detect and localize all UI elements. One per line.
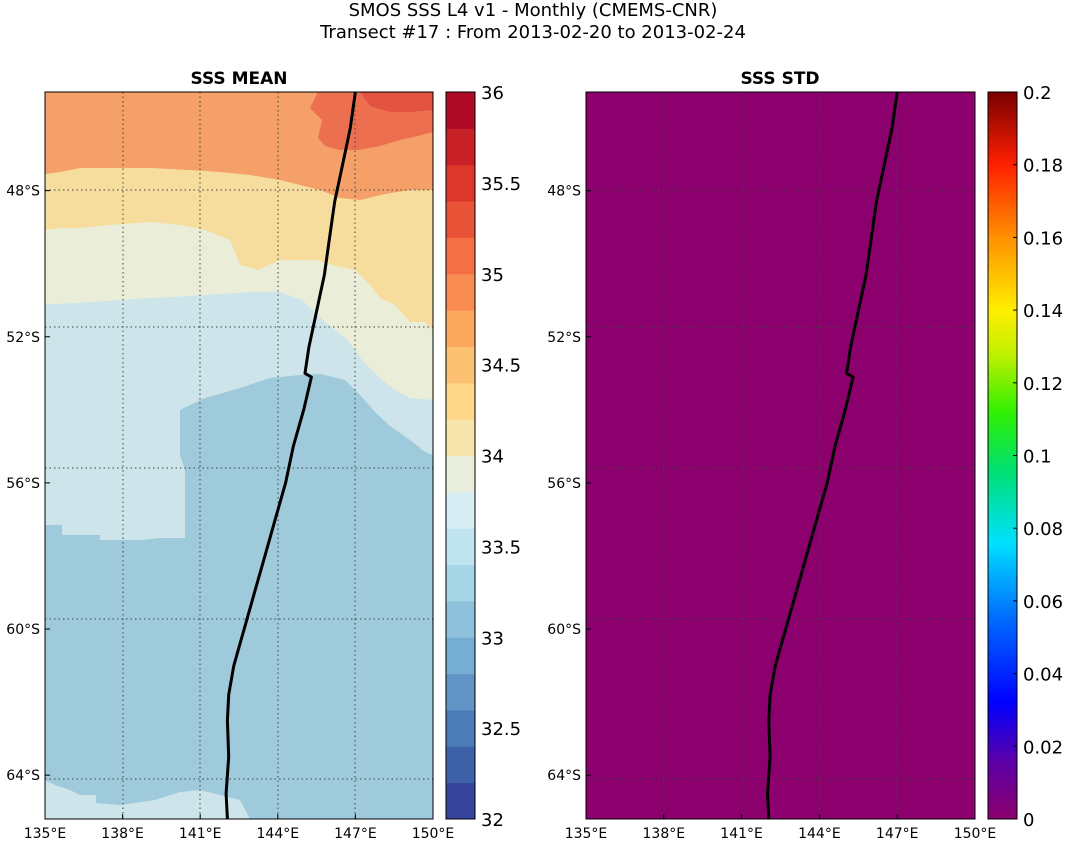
colorbar-step [446, 237, 475, 275]
colorbar-step [446, 673, 475, 711]
colorbar-step [446, 419, 475, 456]
colorbar-tick-label: 32 [481, 810, 504, 831]
region-southern-water [45, 374, 433, 819]
gridlines [45, 92, 433, 819]
colorbar-step [446, 346, 475, 384]
colorbar-tick-label: 34.5 [481, 356, 521, 377]
colorbar-step [446, 491, 475, 529]
y-tick-label: 56°S [547, 476, 581, 492]
y-tick-label: 52°S [6, 330, 40, 346]
gridlines [586, 92, 975, 819]
colorbar-step [446, 382, 475, 420]
sss-mean-frame [44, 91, 434, 820]
x-axis-ticks: 135°E 138°E 141°E 144°E 147°E 150°E [565, 814, 997, 842]
colorbar-step [446, 637, 475, 675]
region-north-east-inner [360, 92, 433, 112]
colorbar-tick-label: 0.16 [1023, 228, 1063, 249]
std-field [586, 92, 975, 819]
colorbar-tick-label: 0.08 [1023, 519, 1063, 540]
x-tick-label: 147°E [876, 826, 919, 842]
x-tick-label: 138°E [101, 826, 144, 842]
sss-mean-colorbar-ticks: 36 35.5 35 34.5 34 33.5 33 32.5 32 [481, 83, 521, 831]
colorbar-step [446, 600, 475, 638]
colorbar-tick-label: 35.5 [481, 174, 521, 195]
colorbar-tick-label: 32.5 [481, 719, 521, 740]
colorbar-step [446, 455, 475, 493]
x-tick-label: 150°E [412, 826, 455, 842]
colorbar-step [446, 201, 475, 238]
colorbar-step [446, 310, 475, 347]
colorbar-tick-label: 0.04 [1023, 665, 1063, 686]
colorbar-step [446, 528, 475, 566]
x-tick-label: 144°E [798, 826, 841, 842]
colorbar-tick-label: 0.2 [1023, 83, 1052, 104]
y-tick-label: 48°S [547, 184, 581, 200]
sss-std-colorbar-ticks: 0.2 0.18 0.16 0.14 0.12 0.1 0.08 0.06 0.04 0.02 0 [1013, 83, 1063, 831]
colorbar-tick-label: 0 [1023, 810, 1034, 831]
x-tick-label: 150°E [954, 826, 997, 842]
y-axis-ticks: 48°S 52°S 56°S 60°S 64°S [547, 184, 591, 784]
y-axis-ticks: 48°S 52°S 56°S 60°S 64°S [6, 184, 50, 784]
x-tick-label: 135°E [24, 826, 67, 842]
x-tick-label: 141°E [179, 826, 222, 842]
colorbar-tick-label: 0.18 [1023, 156, 1063, 177]
colorbar-step [446, 164, 475, 202]
colorbar-tick-label: 0.06 [1023, 592, 1063, 613]
y-tick-label: 48°S [6, 184, 40, 200]
colorbar-step [446, 564, 475, 602]
colorbar-tick-label: 35 [481, 265, 504, 286]
y-tick-label: 64°S [547, 768, 581, 784]
sss-mean-field [45, 92, 433, 819]
sss-std-panel: SSS STD 135°E 138°E 141°E 144°E 147°E 150°E 4… [547, 69, 1063, 842]
sss-std-colorbar [988, 92, 1017, 819]
y-tick-label: 56°S [6, 476, 40, 492]
transect-line [224, 92, 357, 819]
sss-std-field [586, 92, 975, 819]
colorbar-tick-label: 0.14 [1023, 301, 1063, 322]
colorbar-step [446, 273, 475, 311]
colorbar-tick-label: 34 [481, 447, 504, 468]
x-axis-ticks: 135°E 138°E 141°E 144°E 147°E 150°E [24, 814, 455, 842]
figure-title-line-2: Transect #17 : From 2013-02-20 to 2013-0… [320, 22, 746, 43]
colorbar-tick-label: 0.1 [1023, 447, 1052, 468]
transect-line [766, 92, 899, 819]
y-tick-label: 52°S [547, 330, 581, 346]
x-tick-label: 144°E [257, 826, 300, 842]
figure-title-line-1: SMOS SSS L4 v1 - Monthly (CMEMS-CNR) [348, 0, 718, 21]
x-tick-label: 135°E [565, 826, 608, 842]
sss-std-title: SSS STD [740, 69, 819, 89]
colorbar-step [446, 709, 475, 747]
colorbar-tick-label: 0.02 [1023, 737, 1063, 758]
y-tick-label: 64°S [6, 768, 40, 784]
colorbar-step [446, 782, 475, 820]
sss-mean-panel: SSS MEAN 135°E 138°E 141°E 144°E 1 [6, 69, 521, 842]
colorbar-tick-label: 0.12 [1023, 374, 1063, 395]
colorbar-tick-label: 33 [481, 628, 504, 649]
sss-std-frame [585, 91, 976, 820]
colorbar-tick-label: 36 [481, 83, 504, 104]
sss-mean-colorbar-frame [445, 91, 476, 820]
colorbar-step [446, 128, 475, 166]
sss-mean-title: SSS MEAN [190, 69, 287, 89]
x-tick-label: 147°E [334, 826, 377, 842]
sss-mean-colorbar [446, 92, 475, 820]
y-tick-label: 60°S [547, 622, 581, 638]
colorbar-step [446, 746, 475, 784]
colorbar-step [446, 92, 475, 129]
x-tick-label: 138°E [643, 826, 686, 842]
colorbar-tick-label: 33.5 [481, 537, 521, 558]
x-tick-label: 141°E [720, 826, 763, 842]
y-tick-label: 60°S [6, 622, 40, 638]
